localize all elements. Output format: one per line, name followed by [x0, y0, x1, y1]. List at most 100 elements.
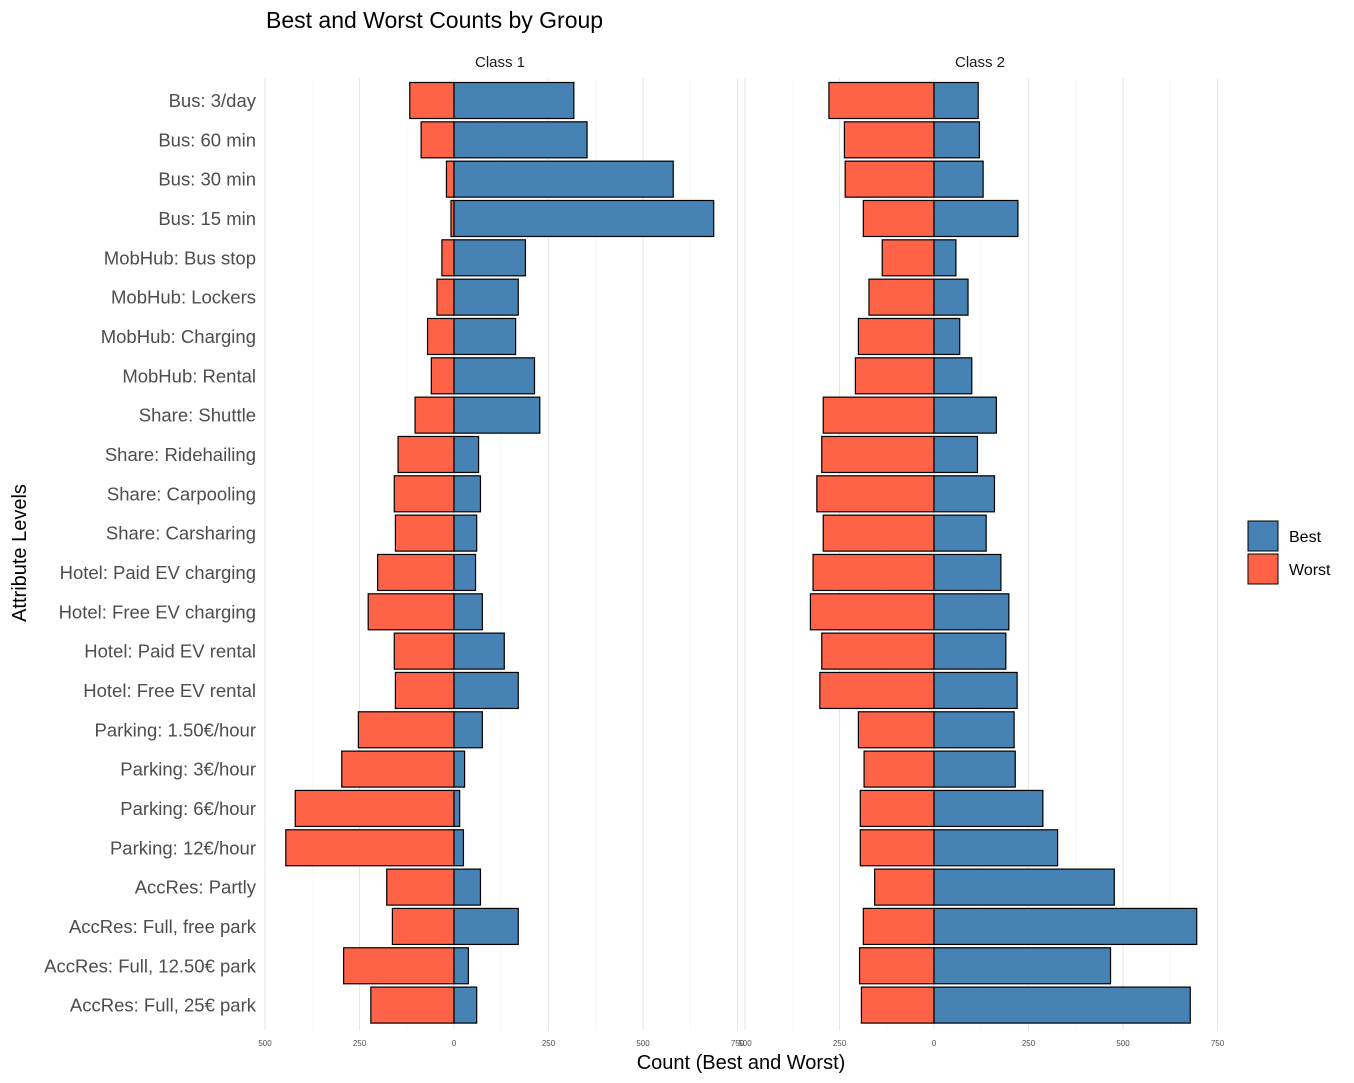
bar-worst: [860, 986, 935, 1024]
bar-worst: [822, 514, 935, 552]
bar-best: [453, 239, 527, 277]
bar-worst: [426, 317, 455, 356]
bar-best: [933, 750, 1016, 788]
y-tick-label: Parking: 1.50€/hour: [95, 719, 256, 740]
bar-worst: [874, 868, 935, 906]
bar-worst: [414, 396, 455, 434]
bar-worst: [859, 829, 935, 867]
panel-class-2: Class 2 500 250 0 250 500 750: [738, 54, 1224, 1048]
bar-worst: [377, 553, 455, 592]
bar-worst: [420, 121, 455, 159]
bar-best: [933, 553, 1002, 592]
bar-best: [933, 868, 1115, 906]
bar-worst: [367, 593, 455, 631]
y-axis-labels: Bus: 3/day Bus: 60 min Bus: 30 min Bus: 15 …: [44, 90, 257, 1016]
bar-best: [933, 160, 984, 198]
x-tick-label: 500: [738, 1039, 752, 1048]
bar-best: [453, 514, 478, 552]
bar-worst: [821, 435, 935, 474]
x-tick-label: 0: [932, 1039, 937, 1048]
bar-worst: [862, 199, 935, 238]
y-tick-label: AccRes: Full, 12.50€ park: [44, 955, 257, 976]
x-tick-label: 500: [636, 1039, 650, 1048]
bar-worst: [343, 947, 455, 985]
bar-worst: [409, 81, 455, 120]
bar-worst: [341, 750, 455, 788]
bar-worst: [430, 357, 455, 395]
y-tick-label: MobHub: Lockers: [111, 287, 256, 308]
panel-ticks-class-1: 500 250 0 250 500 750: [258, 1039, 744, 1048]
bar-best: [453, 671, 519, 710]
bar-worst: [843, 121, 935, 159]
y-tick-label: MobHub: Bus stop: [104, 247, 256, 268]
bar-worst: [397, 435, 455, 474]
bar-best: [933, 671, 1018, 710]
bar-best: [933, 435, 979, 474]
bar-best: [453, 278, 519, 316]
bar-best: [453, 947, 469, 985]
bar-worst: [857, 711, 935, 749]
x-axis-title: Count (Best and Worst): [637, 1052, 846, 1074]
x-tick-label: 250: [353, 1039, 367, 1048]
bar-worst: [370, 986, 455, 1024]
bar-best: [453, 160, 674, 198]
panel-class-1: Class 1 500 250 0 250 500 750: [258, 54, 744, 1048]
y-tick-label: MobHub: Charging: [101, 326, 256, 347]
bar-worst: [285, 829, 455, 867]
bar-best: [933, 789, 1044, 828]
bar-best: [933, 317, 961, 356]
bar-worst: [386, 868, 455, 906]
y-tick-label: Hotel: Paid EV rental: [84, 641, 256, 662]
bar-worst: [391, 907, 455, 946]
bar-worst: [858, 947, 935, 985]
bar-best: [933, 711, 1015, 749]
x-tick-label: 750: [731, 1039, 745, 1048]
y-tick-label: AccRes: Partly: [135, 877, 257, 898]
bar-worst: [854, 357, 935, 395]
y-tick-label: Bus: 3/day: [169, 90, 257, 111]
x-tick-label: 750: [1211, 1039, 1225, 1048]
bar-best: [933, 593, 1010, 631]
bar-worst: [821, 632, 935, 670]
bar-worst: [445, 160, 455, 198]
bar-best: [933, 907, 1198, 946]
bar-best: [453, 750, 466, 788]
bar-worst: [393, 475, 455, 513]
legend-label-best: Best: [1289, 529, 1322, 546]
bar-worst: [441, 239, 455, 277]
legend-swatch-best: [1247, 520, 1279, 552]
bar-best: [933, 278, 969, 316]
bar-best: [453, 475, 482, 513]
bar-best: [933, 396, 997, 434]
bar-worst: [857, 317, 935, 356]
bar-best: [933, 239, 957, 277]
y-tick-label: AccRes: Full, 25€ park: [70, 995, 257, 1016]
y-axis-title: Attribute Levels: [9, 484, 31, 622]
bar-best: [933, 121, 980, 159]
y-tick-label: Bus: 30 min: [158, 169, 256, 190]
bar-best: [453, 317, 517, 356]
panel-bars-class-1: [285, 81, 715, 1024]
x-tick-label: 250: [833, 1039, 847, 1048]
bar-worst: [357, 711, 455, 749]
bar-best: [933, 986, 1191, 1024]
bar-best: [453, 789, 461, 828]
bar-worst: [393, 632, 455, 670]
y-tick-label: Hotel: Free EV rental: [83, 680, 256, 701]
x-tick-label: 500: [258, 1039, 272, 1048]
bar-best: [933, 829, 1059, 867]
bar-best: [453, 435, 480, 474]
panel-strip-label-class-2: Class 2: [955, 54, 1005, 71]
bar-best: [453, 711, 483, 749]
y-tick-label: Share: Carpooling: [107, 483, 256, 504]
y-tick-label: Share: Carsharing: [106, 523, 256, 544]
bar-best: [453, 81, 575, 120]
y-tick-label: Parking: 12€/hour: [110, 837, 256, 858]
y-tick-label: AccRes: Full, free park: [69, 916, 257, 937]
bar-worst: [809, 593, 935, 631]
y-tick-label: Share: Ridehailing: [105, 444, 256, 465]
bar-worst: [828, 81, 935, 120]
y-tick-label: Parking: 3€/hour: [120, 759, 256, 780]
y-tick-label: Share: Shuttle: [139, 405, 256, 426]
